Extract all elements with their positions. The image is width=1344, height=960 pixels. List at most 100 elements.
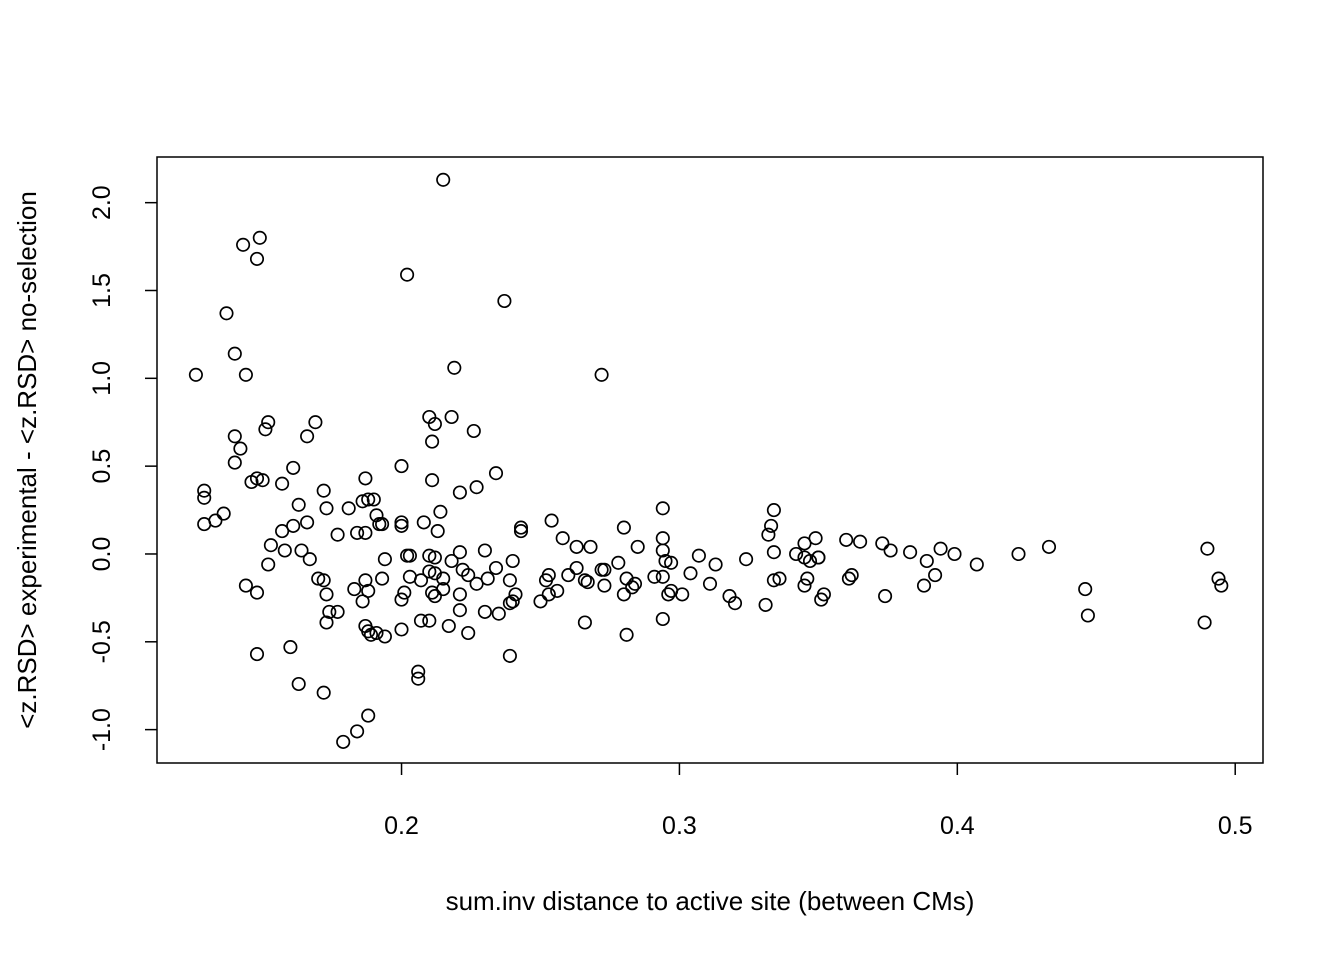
data-point xyxy=(422,548,437,563)
data-point xyxy=(661,587,676,602)
data-point xyxy=(619,627,634,642)
data-point xyxy=(316,685,331,700)
data-point xyxy=(625,580,640,595)
data-point xyxy=(330,604,345,619)
data-point xyxy=(316,573,331,588)
x-tick-label: 0.2 xyxy=(384,812,419,840)
data-point xyxy=(466,423,481,439)
data-point xyxy=(227,346,242,361)
data-point xyxy=(319,501,334,516)
data-point xyxy=(655,543,670,558)
data-point xyxy=(841,571,856,586)
data-point xyxy=(594,367,609,382)
data-point xyxy=(244,474,259,490)
data-point xyxy=(436,582,451,597)
data-point xyxy=(550,583,565,598)
data-point xyxy=(853,534,868,549)
data-point xyxy=(358,471,373,486)
data-point xyxy=(366,492,381,507)
data-point xyxy=(427,589,442,604)
data-point xyxy=(375,571,390,586)
data-point xyxy=(286,460,301,475)
data-point xyxy=(394,622,409,637)
data-point xyxy=(377,629,392,644)
data-point xyxy=(766,503,781,518)
data-point xyxy=(761,527,776,542)
data-point xyxy=(477,543,492,558)
data-point xyxy=(772,571,787,586)
data-point xyxy=(675,587,690,602)
data-point xyxy=(261,415,276,430)
data-point xyxy=(283,640,298,655)
data-point xyxy=(238,578,253,593)
data-point xyxy=(844,568,859,583)
data-point xyxy=(928,568,943,583)
data-point xyxy=(425,473,440,488)
data-point xyxy=(452,587,467,602)
data-point xyxy=(238,367,253,382)
data-point xyxy=(275,476,290,491)
data-point xyxy=(452,485,467,500)
y-tick-label: -0.5 xyxy=(88,620,116,663)
data-point xyxy=(400,267,415,282)
data-point xyxy=(969,557,984,572)
data-point xyxy=(350,525,365,540)
y-tick-label: 0.5 xyxy=(88,449,116,484)
data-point xyxy=(616,587,631,602)
data-point xyxy=(919,553,934,569)
data-point xyxy=(1211,571,1226,586)
data-point xyxy=(766,545,781,560)
data-point xyxy=(336,734,351,749)
y-tick-label: -1.0 xyxy=(88,708,116,751)
data-point xyxy=(444,553,459,569)
data-point xyxy=(739,552,754,567)
data-point xyxy=(413,613,429,628)
data-point xyxy=(436,172,451,187)
data-point xyxy=(797,578,812,593)
data-point xyxy=(764,518,779,533)
data-point xyxy=(502,648,517,663)
data-point xyxy=(1197,615,1212,630)
data-point xyxy=(533,594,548,609)
data-point xyxy=(291,497,306,512)
data-point xyxy=(580,575,595,590)
data-point xyxy=(188,367,203,382)
data-point xyxy=(655,531,670,546)
data-point xyxy=(883,543,898,558)
data-point xyxy=(411,671,426,686)
data-point xyxy=(300,429,315,444)
data-point xyxy=(491,606,506,621)
y-tick-label: 1.5 xyxy=(88,273,116,308)
data-point xyxy=(375,517,390,532)
data-point xyxy=(561,568,576,583)
data-point xyxy=(655,501,670,516)
data-point xyxy=(219,306,234,321)
data-point xyxy=(394,518,409,533)
data-point xyxy=(597,578,612,593)
data-point xyxy=(802,553,818,569)
data-point xyxy=(461,625,476,641)
y-tick-label: 2.0 xyxy=(88,185,116,220)
data-point xyxy=(597,562,612,577)
data-point xyxy=(800,571,815,586)
data-point xyxy=(811,550,826,565)
data-point xyxy=(394,515,409,530)
data-point xyxy=(1078,582,1093,597)
x-tick-label: 0.4 xyxy=(940,812,975,840)
data-point xyxy=(655,611,670,627)
data-point xyxy=(1200,541,1215,556)
data-point xyxy=(347,582,362,597)
data-point xyxy=(488,466,504,481)
data-point xyxy=(513,520,529,535)
data-point xyxy=(727,596,743,611)
data-point xyxy=(369,625,384,641)
x-tick-label: 0.3 xyxy=(662,812,697,840)
data-point xyxy=(477,604,492,619)
data-point xyxy=(394,592,409,607)
data-point xyxy=(797,536,812,551)
data-point xyxy=(394,459,409,474)
data-point xyxy=(311,571,326,586)
data-point xyxy=(1011,546,1026,562)
data-point xyxy=(433,504,448,519)
